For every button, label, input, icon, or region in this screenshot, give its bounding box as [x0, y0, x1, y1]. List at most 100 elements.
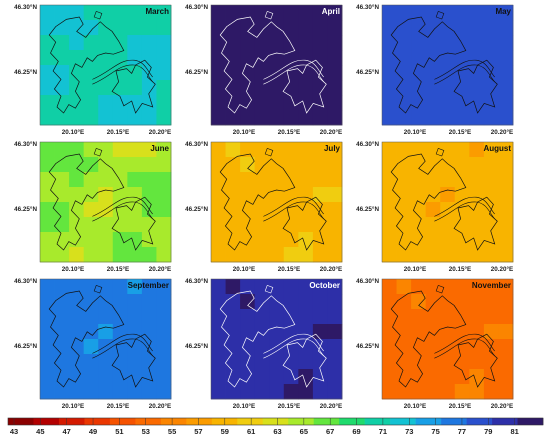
colorbar-segment — [517, 418, 544, 425]
grid-cell — [211, 354, 226, 370]
grid-cell — [411, 324, 427, 340]
grid-cell — [411, 247, 427, 263]
grid-cell — [327, 354, 343, 370]
grid-cell — [298, 80, 314, 96]
grid-cell — [98, 50, 114, 66]
grid-cell — [127, 369, 143, 385]
longitude-tick-label: 20.20°E — [320, 128, 342, 136]
grid-cell — [40, 142, 55, 158]
grid-cell — [469, 35, 485, 51]
grid-cell — [498, 247, 514, 263]
longitude-tick-label: 20.15°E — [449, 265, 471, 273]
grid-cell — [327, 157, 343, 173]
grid-cell — [112, 65, 128, 81]
grid-cell — [225, 309, 241, 325]
colorbar-tick-label: 55 — [168, 427, 176, 436]
grid-cell — [112, 157, 128, 173]
grid-cell — [483, 80, 499, 96]
grid-cell — [112, 95, 128, 111]
colorbar-segment — [84, 418, 111, 425]
grid-cell — [269, 20, 285, 36]
longitude-tick-label: 20.15°E — [107, 265, 129, 273]
grid-cell — [69, 142, 85, 158]
grid-cell — [483, 20, 499, 36]
grid-cell — [396, 217, 412, 233]
colorbar-tick-label: 47 — [63, 427, 71, 436]
grid-cell — [454, 279, 470, 295]
grid-cell — [240, 142, 256, 158]
grid-cell — [298, 35, 314, 51]
grid-cell — [269, 142, 285, 158]
grid-cell — [382, 35, 397, 51]
panel-frame — [39, 278, 172, 400]
longitude-tick-label: 20.10°E — [62, 128, 84, 136]
grid-cell — [141, 157, 157, 173]
grid-cell — [483, 187, 499, 203]
grid-cell — [396, 172, 412, 188]
colorbar-tick-label: 59 — [221, 427, 229, 436]
colorbar-segment — [237, 418, 264, 425]
latitude-tick-label: 46.25°N — [14, 342, 37, 350]
colorbar-segment — [364, 418, 391, 425]
grid-cell — [312, 50, 328, 66]
grid-cell — [469, 294, 485, 310]
grid-cell — [54, 157, 70, 173]
grid-cell — [396, 65, 412, 81]
city-boundary — [390, 153, 467, 251]
colorbar-tick-label: 49 — [89, 427, 97, 436]
grid-cell — [54, 5, 70, 21]
grid-cell — [440, 65, 456, 81]
grid-cell — [54, 142, 70, 158]
grid-cell — [225, 110, 241, 126]
grid-cell — [440, 309, 456, 325]
city-boundary — [219, 290, 296, 388]
grid-cell — [156, 294, 172, 310]
grid-cell — [269, 354, 285, 370]
grid-cell — [382, 294, 397, 310]
grid-cell — [69, 50, 85, 66]
grid-cell — [98, 309, 114, 325]
grid-cell — [225, 80, 241, 96]
grid-cell — [382, 5, 397, 21]
grid-cell — [225, 172, 241, 188]
latitude-tick-label: 46.25°N — [185, 205, 208, 213]
grid-cell — [269, 247, 285, 263]
grid-cell — [269, 172, 285, 188]
grid-cell — [283, 157, 299, 173]
latitude-tick-label: 46.25°N — [356, 68, 379, 76]
grid-cell — [454, 80, 470, 96]
grid-cell — [69, 384, 85, 400]
grid-cell — [98, 369, 114, 385]
grid-cell — [112, 202, 128, 218]
grid-cell — [225, 324, 241, 340]
colorbar-tick-label: 79 — [484, 427, 492, 436]
grid-cell — [69, 65, 85, 81]
grid-cell — [411, 172, 427, 188]
grid-cell — [54, 20, 70, 36]
grid-cell — [454, 110, 470, 126]
grid-cell — [483, 172, 499, 188]
grid-cell — [83, 110, 99, 126]
grid-cell — [83, 65, 99, 81]
colorbar-tick-label: 67 — [326, 427, 334, 436]
grid-cell — [98, 384, 114, 400]
grid-cell — [225, 232, 241, 248]
grid-cell — [83, 324, 99, 340]
grid-cell — [312, 279, 328, 295]
grid-cell — [127, 110, 143, 126]
grid-cell — [298, 20, 314, 36]
grid-cell — [40, 232, 55, 248]
grid-cell — [396, 354, 412, 370]
longitude-tick-label: 20.15°E — [278, 265, 300, 273]
grid-cell — [312, 157, 328, 173]
grid-cell — [254, 35, 270, 51]
grid-cell — [83, 384, 99, 400]
grid-cell — [254, 157, 270, 173]
grid-cell — [69, 369, 85, 385]
grid-cell — [454, 202, 470, 218]
grid-cell — [312, 142, 328, 158]
grid-cell — [411, 369, 427, 385]
grid-cell — [454, 142, 470, 158]
grid-cell — [156, 309, 172, 325]
